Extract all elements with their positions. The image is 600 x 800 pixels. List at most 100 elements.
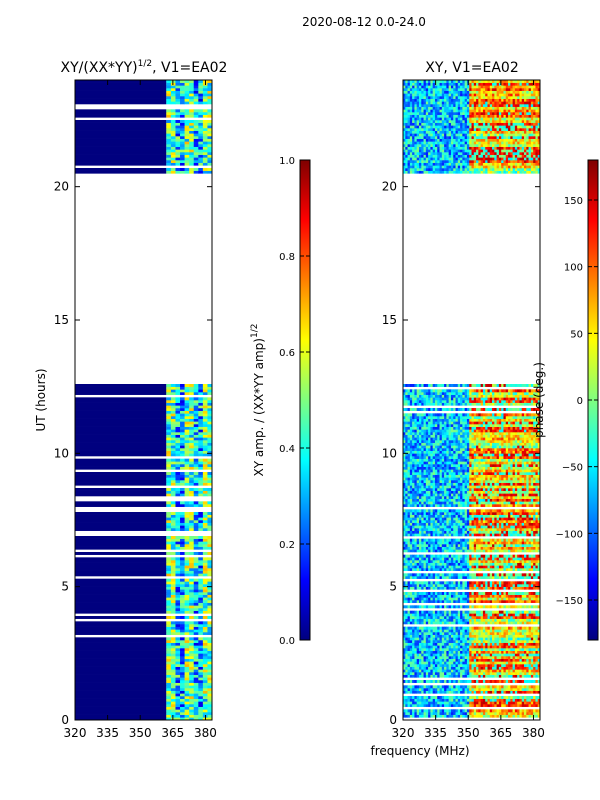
heatmap-cell — [405, 690, 408, 694]
heatmap-cell — [514, 680, 518, 683]
heatmap-cell — [510, 680, 513, 683]
heatmap-cell — [464, 568, 468, 571]
heatmap-cell — [189, 560, 195, 563]
heatmap-cell — [166, 466, 172, 470]
heatmap-cell — [207, 538, 212, 542]
heatmap-cell — [482, 592, 486, 595]
heatmap-cell — [448, 610, 452, 614]
heatmap-cell — [75, 594, 167, 598]
heatmap-cell — [471, 664, 475, 667]
heatmap-cell — [466, 640, 470, 643]
heatmap-cell — [492, 600, 495, 603]
heatmap-cell — [430, 634, 433, 638]
heatmap-cell — [414, 565, 417, 569]
heatmap-cell — [414, 656, 417, 659]
heatmap-cell — [75, 85, 167, 89]
heatmap-cell — [455, 674, 459, 678]
heatmap-cell — [501, 709, 504, 713]
heatmap-cell — [505, 696, 509, 699]
heatmap-cell — [166, 621, 172, 625]
heatmap-cell — [405, 592, 408, 595]
heatmap-cell — [457, 621, 461, 625]
heatmap-cell — [412, 613, 415, 617]
heatmap-cell — [170, 557, 176, 561]
heatmap-cell — [166, 384, 172, 387]
heatmap-cell — [457, 709, 461, 713]
heatmap-cell — [189, 698, 195, 702]
heatmap-cell — [403, 674, 406, 678]
heatmap-cell — [184, 685, 190, 689]
heatmap-cell — [460, 674, 463, 678]
heatmap-cell — [175, 602, 181, 606]
heatmap-cell — [466, 645, 470, 649]
y-tick-label: 15 — [54, 313, 69, 327]
heatmap-cell — [193, 152, 199, 155]
heatmap-cell — [505, 592, 509, 595]
heatmap-cell — [425, 661, 429, 665]
heatmap-cell — [476, 592, 479, 595]
heatmap-cell — [166, 482, 172, 486]
heatmap-cell — [175, 584, 181, 587]
heatmap-cell — [207, 565, 212, 569]
heatmap-cell — [418, 568, 422, 571]
heatmap-cell — [198, 648, 204, 651]
heatmap-cell — [423, 600, 427, 603]
heatmap-cell — [485, 640, 488, 643]
heatmap-cell — [535, 594, 539, 598]
heatmap-cell — [412, 712, 415, 715]
heatmap-cell — [405, 634, 408, 638]
heatmap-cell — [476, 714, 479, 718]
heatmap-cell — [480, 688, 484, 691]
heatmap-cell — [193, 536, 199, 539]
heatmap-cell — [524, 549, 527, 553]
heatmap-cell — [75, 570, 167, 574]
heatmap-cell — [175, 160, 181, 163]
heatmap-cell — [170, 605, 176, 609]
heatmap-cell — [75, 581, 167, 585]
heatmap-cell — [494, 626, 497, 630]
heatmap-cell — [471, 645, 475, 649]
heatmap-cell — [412, 648, 415, 651]
heatmap-cell — [407, 605, 411, 609]
heatmap-cell — [489, 605, 493, 609]
heatmap-cell — [175, 464, 181, 467]
heatmap-cell — [180, 666, 185, 670]
heatmap-cell — [471, 576, 475, 579]
heatmap-cell — [524, 653, 527, 657]
heatmap-cell — [409, 581, 413, 585]
heatmap-cell — [533, 597, 536, 601]
heatmap-cell — [193, 565, 199, 569]
heatmap-cell — [407, 546, 411, 550]
heatmap-cell — [528, 637, 532, 641]
heatmap-cell — [437, 616, 440, 619]
heatmap-cell — [166, 464, 172, 467]
heatmap-cell — [446, 586, 449, 590]
heatmap-cell — [487, 634, 491, 638]
heatmap-cell — [180, 109, 185, 113]
heatmap-cell — [517, 634, 520, 638]
heatmap-cell — [75, 669, 167, 673]
heatmap-cell — [75, 482, 167, 486]
heatmap-cell — [473, 573, 477, 577]
heatmap-cell — [407, 640, 411, 643]
heatmap-cell — [485, 538, 488, 542]
heatmap-cell — [455, 605, 459, 609]
heatmap-cell — [535, 656, 539, 659]
heatmap-cell — [189, 685, 195, 689]
heatmap-cell — [510, 549, 513, 553]
heatmap-cell — [521, 656, 525, 659]
heatmap-cell — [180, 704, 185, 707]
heatmap-cell — [494, 546, 497, 550]
heatmap-cell — [180, 466, 185, 470]
heatmap-cell — [170, 448, 176, 451]
heatmap-cell — [494, 560, 497, 563]
heatmap-cell — [439, 549, 443, 553]
heatmap-cell — [448, 634, 452, 638]
heatmap-cell — [166, 421, 172, 425]
heatmap-cell — [469, 554, 472, 558]
heatmap-cell — [430, 562, 433, 566]
heatmap-cell — [524, 650, 527, 654]
heatmap-cell — [180, 386, 185, 390]
heatmap-cell — [175, 552, 181, 555]
heatmap-cell — [423, 576, 427, 579]
